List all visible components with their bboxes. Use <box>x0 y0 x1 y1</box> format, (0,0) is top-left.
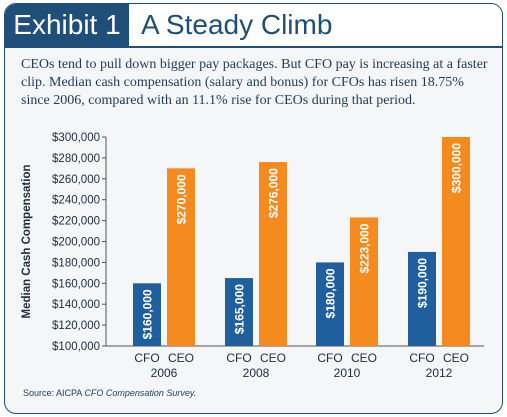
bar-role-label: CFO <box>317 351 342 365</box>
bar-value-label: $276,000 <box>267 168 281 218</box>
bar-ceo <box>259 162 287 346</box>
bar-ceo <box>442 137 470 346</box>
exhibit-label: Exhibit 1 <box>5 4 129 46</box>
bar-cfo <box>225 278 253 346</box>
bar-role-label: CEO <box>351 351 377 365</box>
exhibit-header: Exhibit 1 A Steady Climb <box>5 4 502 48</box>
bar-role-label: CFO <box>226 351 251 365</box>
source-prefix: Source: AICPA <box>23 388 85 398</box>
bar-value-label: $165,000 <box>233 284 247 334</box>
bar-role-label: CFO <box>134 351 159 365</box>
source-note: Source: AICPA CFO Compensation Survey. <box>23 388 493 398</box>
y-axis-title: Median Cash Compensation <box>21 165 33 319</box>
y-tick-label: $240,000 <box>52 195 100 207</box>
bar-ceo <box>350 217 378 346</box>
y-tick-label: $220,000 <box>52 216 100 228</box>
y-tick-label: $260,000 <box>52 174 100 186</box>
intro-text: CEOs tend to pull down bigger pay packag… <box>21 57 488 108</box>
y-tick-label: $300,000 <box>52 132 100 144</box>
y-tick-label: $140,000 <box>52 299 100 311</box>
bar-value-label: $300,000 <box>450 143 464 193</box>
x-category-label: 2006 <box>151 366 178 380</box>
bar-value-label: $160,000 <box>141 289 155 339</box>
y-tick-label: $100,000 <box>52 341 100 353</box>
bar-role-label: CEO <box>443 351 469 365</box>
x-category-label: 2010 <box>334 366 361 380</box>
bar-ceo <box>167 168 195 346</box>
source-title: CFO Compensation Survey. <box>84 388 197 398</box>
bar-cfo <box>408 251 436 346</box>
bar-value-label: $180,000 <box>324 268 338 318</box>
exhibit-title: A Steady Climb <box>141 9 333 40</box>
y-tick-label: $280,000 <box>52 153 100 165</box>
x-category-label: 2012 <box>426 366 453 380</box>
bar-role-label: CFO <box>409 351 434 365</box>
x-category-label: 2008 <box>243 366 270 380</box>
y-tick-label: $180,000 <box>52 257 100 269</box>
bar-role-label: CEO <box>260 351 286 365</box>
y-tick-label: $120,000 <box>52 320 100 332</box>
bar-value-label: $190,000 <box>416 258 430 308</box>
bar-cfo <box>316 262 344 346</box>
bar-value-label: $223,000 <box>358 223 372 273</box>
y-tick-label: $160,000 <box>52 278 100 290</box>
bar-role-label: CEO <box>168 351 194 365</box>
bar-cfo <box>133 283 161 346</box>
bar-value-label: $270,000 <box>175 174 189 224</box>
y-tick-label: $200,000 <box>52 237 100 249</box>
